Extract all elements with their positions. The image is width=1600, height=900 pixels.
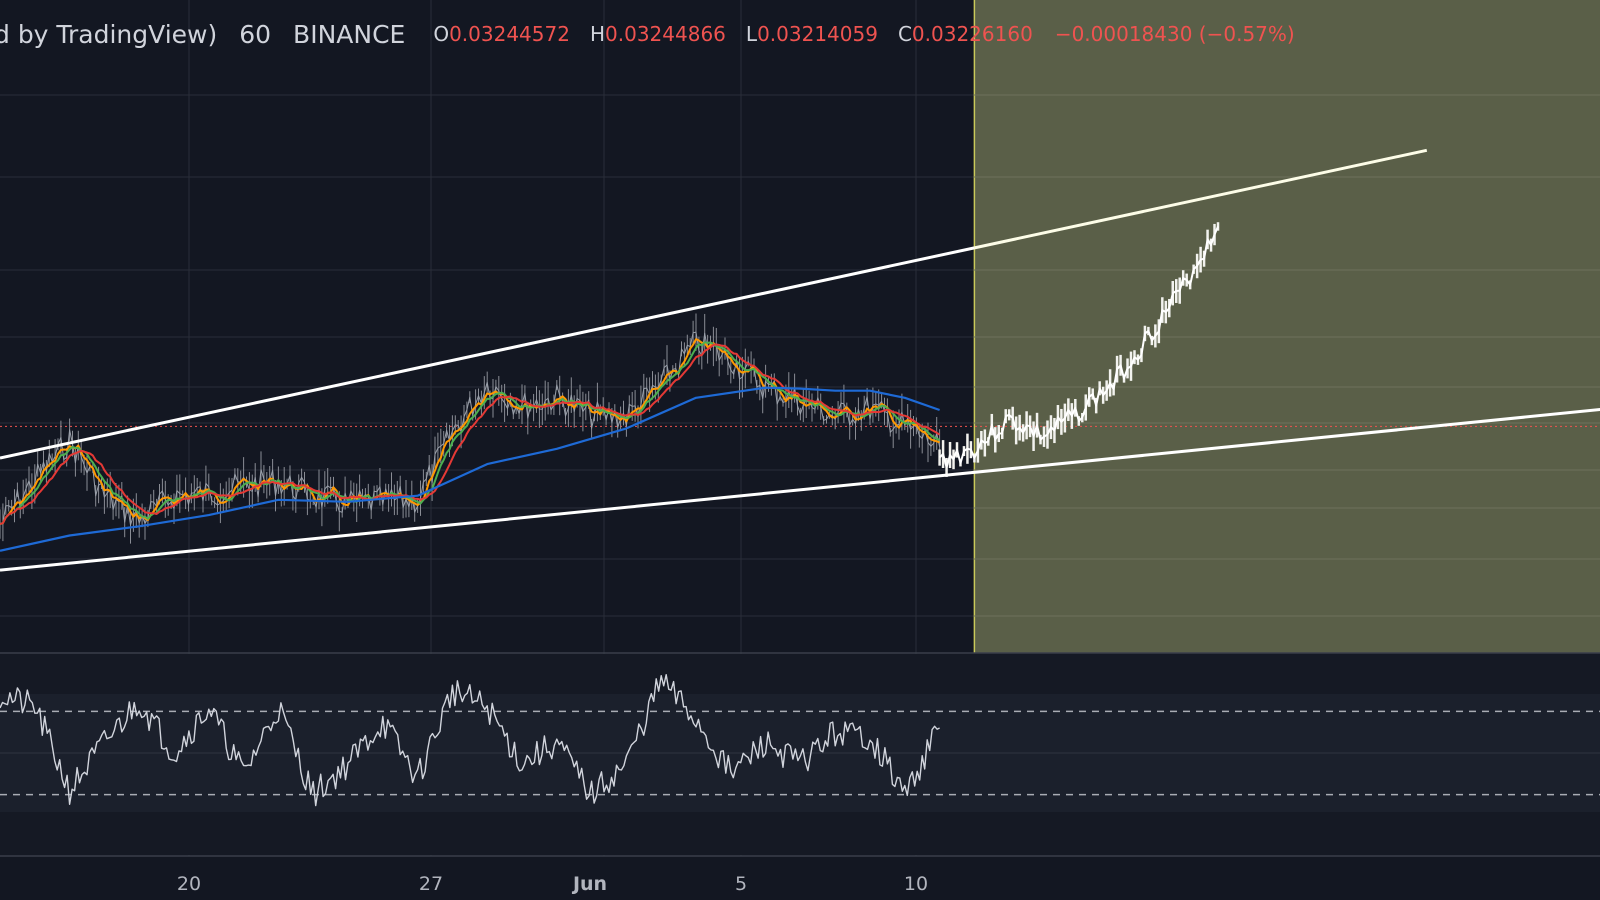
rsi-layer (0, 674, 1600, 807)
high-key: H (589, 22, 606, 46)
close-number: 0.03226160 (911, 22, 1033, 46)
channel-upper-projection (974, 148, 1428, 250)
exchange-label: BINANCE (293, 19, 406, 49)
ema-slow-series (0, 343, 941, 525)
open-number: 0.03244572 (449, 22, 570, 46)
trendline-layer (0, 148, 1600, 572)
close-value: C0.03226160 (898, 22, 1033, 46)
rsi-series (0, 674, 940, 807)
channel-upper-line (0, 246, 975, 460)
open-key: O (433, 22, 450, 46)
x-tick-label: 20 (177, 873, 201, 895)
close-key: C (897, 22, 912, 46)
x-tick-label: 27 (419, 873, 443, 895)
symbol-title[interactable]: d by TradingView) (0, 19, 218, 49)
time-axis: 20 27 Jun 5 10 (177, 873, 928, 895)
x-tick-label: Jun (571, 873, 607, 895)
low-key: L (745, 22, 758, 46)
ma-long-series (0, 386, 940, 552)
low-number: 0.03214059 (757, 22, 878, 46)
chart-legend: d by TradingView) 60 BINANCE O0.03244572… (0, 16, 1295, 52)
ema-fast-series (0, 338, 940, 525)
change-value: −0.00018430 (−0.57%) (1054, 22, 1295, 46)
x-tick-label: 5 (735, 873, 747, 895)
series-layer (0, 222, 1220, 552)
projected-price-series (938, 226, 1219, 469)
projection-zone (974, 0, 1600, 653)
x-tick-label: 10 (904, 873, 928, 895)
channel-lower-line (0, 408, 1600, 572)
high-value: H0.03244866 (590, 22, 726, 46)
open-value: O0.03244572 (433, 22, 570, 46)
high-number: 0.03244866 (605, 22, 726, 46)
low-value: L0.03214059 (746, 22, 878, 46)
interval-label[interactable]: 60 (239, 19, 272, 49)
projection-grid (974, 94, 1600, 617)
